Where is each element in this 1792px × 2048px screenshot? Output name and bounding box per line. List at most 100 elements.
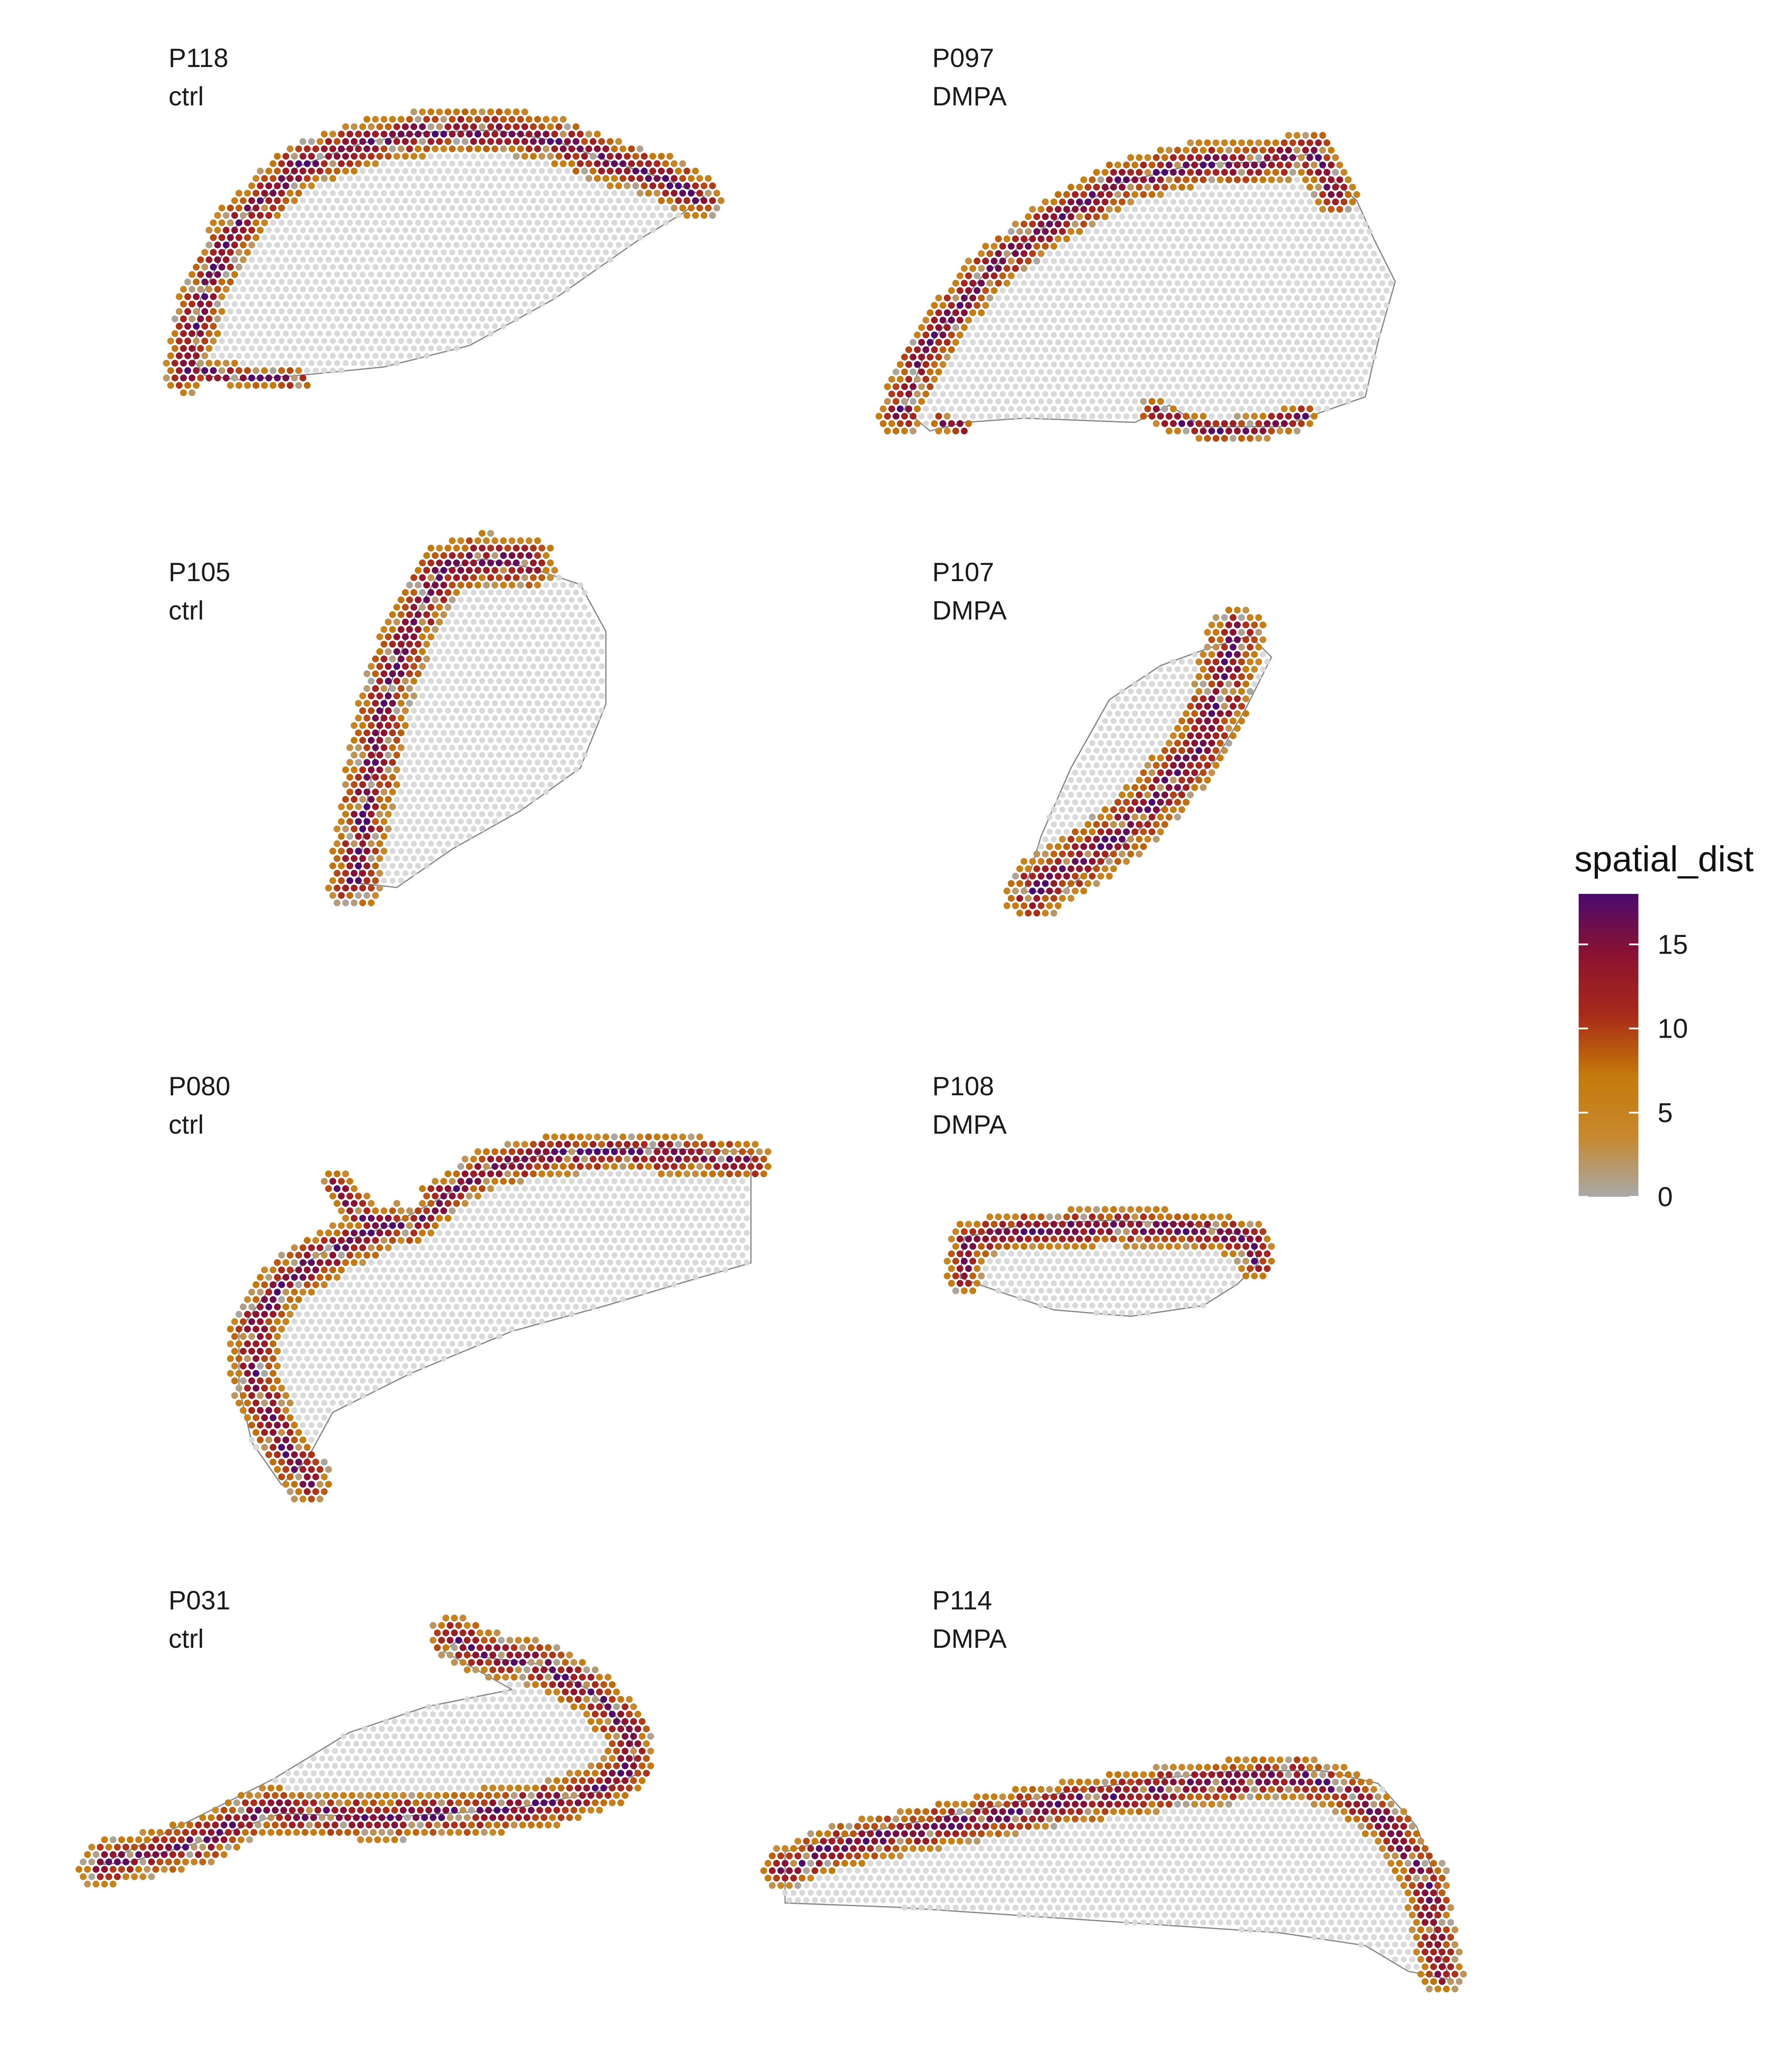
background-spot [1153,391,1159,397]
epithelial-spot [368,781,375,788]
epithelial-spot [393,663,400,670]
background-spot [1175,354,1181,360]
background-spot [381,264,387,270]
background-spot [1273,199,1279,205]
epithelial-spot [1059,850,1066,858]
epithelial-spot [935,294,942,302]
background-spot [1064,339,1070,346]
background-spot [1226,221,1232,227]
epithelial-spot [381,131,387,138]
background-spot [330,205,336,211]
background-spot [372,249,378,256]
background-spot [1170,376,1176,382]
background-spot [398,848,404,854]
epithelial-spot [457,145,464,152]
background-spot [1337,280,1343,286]
epithelial-spot [227,367,234,374]
background-spot [1076,288,1082,294]
epithelial-spot [1191,695,1198,702]
epithelial-spot [376,707,383,714]
epithelial-spot [995,279,1002,287]
epithelial-spot [547,153,554,160]
background-spot [372,220,378,226]
background-spot [931,406,937,412]
epithelial-spot [504,108,511,116]
background-spot [428,767,434,773]
background-spot [419,781,425,788]
background-spot [219,352,225,359]
epithelial-spot [278,204,285,212]
epithelial-spot [359,766,366,774]
background-spot [321,264,327,270]
epithelial-spot [317,138,323,145]
epithelial-spot [398,640,404,648]
background-spot [1345,354,1351,360]
epithelial-spot [410,574,417,581]
epithelial-spot [479,530,486,537]
background-spot [338,352,344,359]
epithelial-spot [321,145,328,152]
epithelial-spot [1174,739,1181,747]
epithelial-spot [1072,843,1079,850]
background-spot [1123,413,1129,419]
background-spot [1132,339,1138,346]
background-spot [1059,806,1065,813]
background-spot [603,234,609,241]
epithelial-spot [334,153,340,160]
epithelial-spot [927,339,934,346]
epithelial-spot [884,413,891,420]
background-spot [1111,288,1117,294]
epithelial-spot [1114,858,1121,865]
background-spot [479,811,485,817]
background-spot [1307,273,1313,279]
background-spot [1260,651,1266,657]
background-spot [1256,391,1262,397]
background-spot [556,693,562,699]
background-spot [458,774,464,780]
background-spot [1140,384,1146,390]
background-spot [496,649,502,655]
background-spot [326,345,332,352]
epithelial-spot [338,818,345,825]
background-spot [257,286,263,292]
epithelial-spot [223,374,230,381]
epithelial-spot [449,116,456,123]
background-spot [372,308,378,314]
background-spot [1247,213,1253,220]
epithelial-spot [1157,784,1164,791]
epithelial-spot [385,751,392,759]
background-spot [526,264,532,270]
background-spot [590,722,596,729]
background-spot [445,649,451,655]
background-spot [1200,265,1206,272]
background-spot [458,294,464,300]
epithelial-spot [440,552,447,559]
background-spot [355,323,361,329]
epithelial-spot [423,145,430,152]
background-spot [343,286,349,292]
background-spot [1119,718,1125,724]
epithelial-spot [351,884,358,892]
epithelial-spot [282,153,289,160]
background-spot [1158,221,1164,227]
background-spot [513,286,519,292]
epithelial-spot [1127,850,1134,858]
background-spot [1123,354,1129,360]
background-spot [577,685,583,692]
epithelial-spot [184,308,191,315]
background-spot [560,774,566,780]
epithelial-spot [1225,651,1232,658]
epithelial-spot [1204,169,1211,176]
background-spot [458,611,464,618]
background-spot [1268,280,1274,286]
background-spot [347,264,353,270]
background-spot [492,685,498,692]
epithelial-spot [1294,132,1300,139]
background-spot [1222,406,1228,412]
background-spot [1149,221,1155,227]
background-spot [505,604,511,611]
background-spot [1089,384,1095,390]
epithelial-spot [218,293,225,300]
background-spot [1158,250,1164,257]
